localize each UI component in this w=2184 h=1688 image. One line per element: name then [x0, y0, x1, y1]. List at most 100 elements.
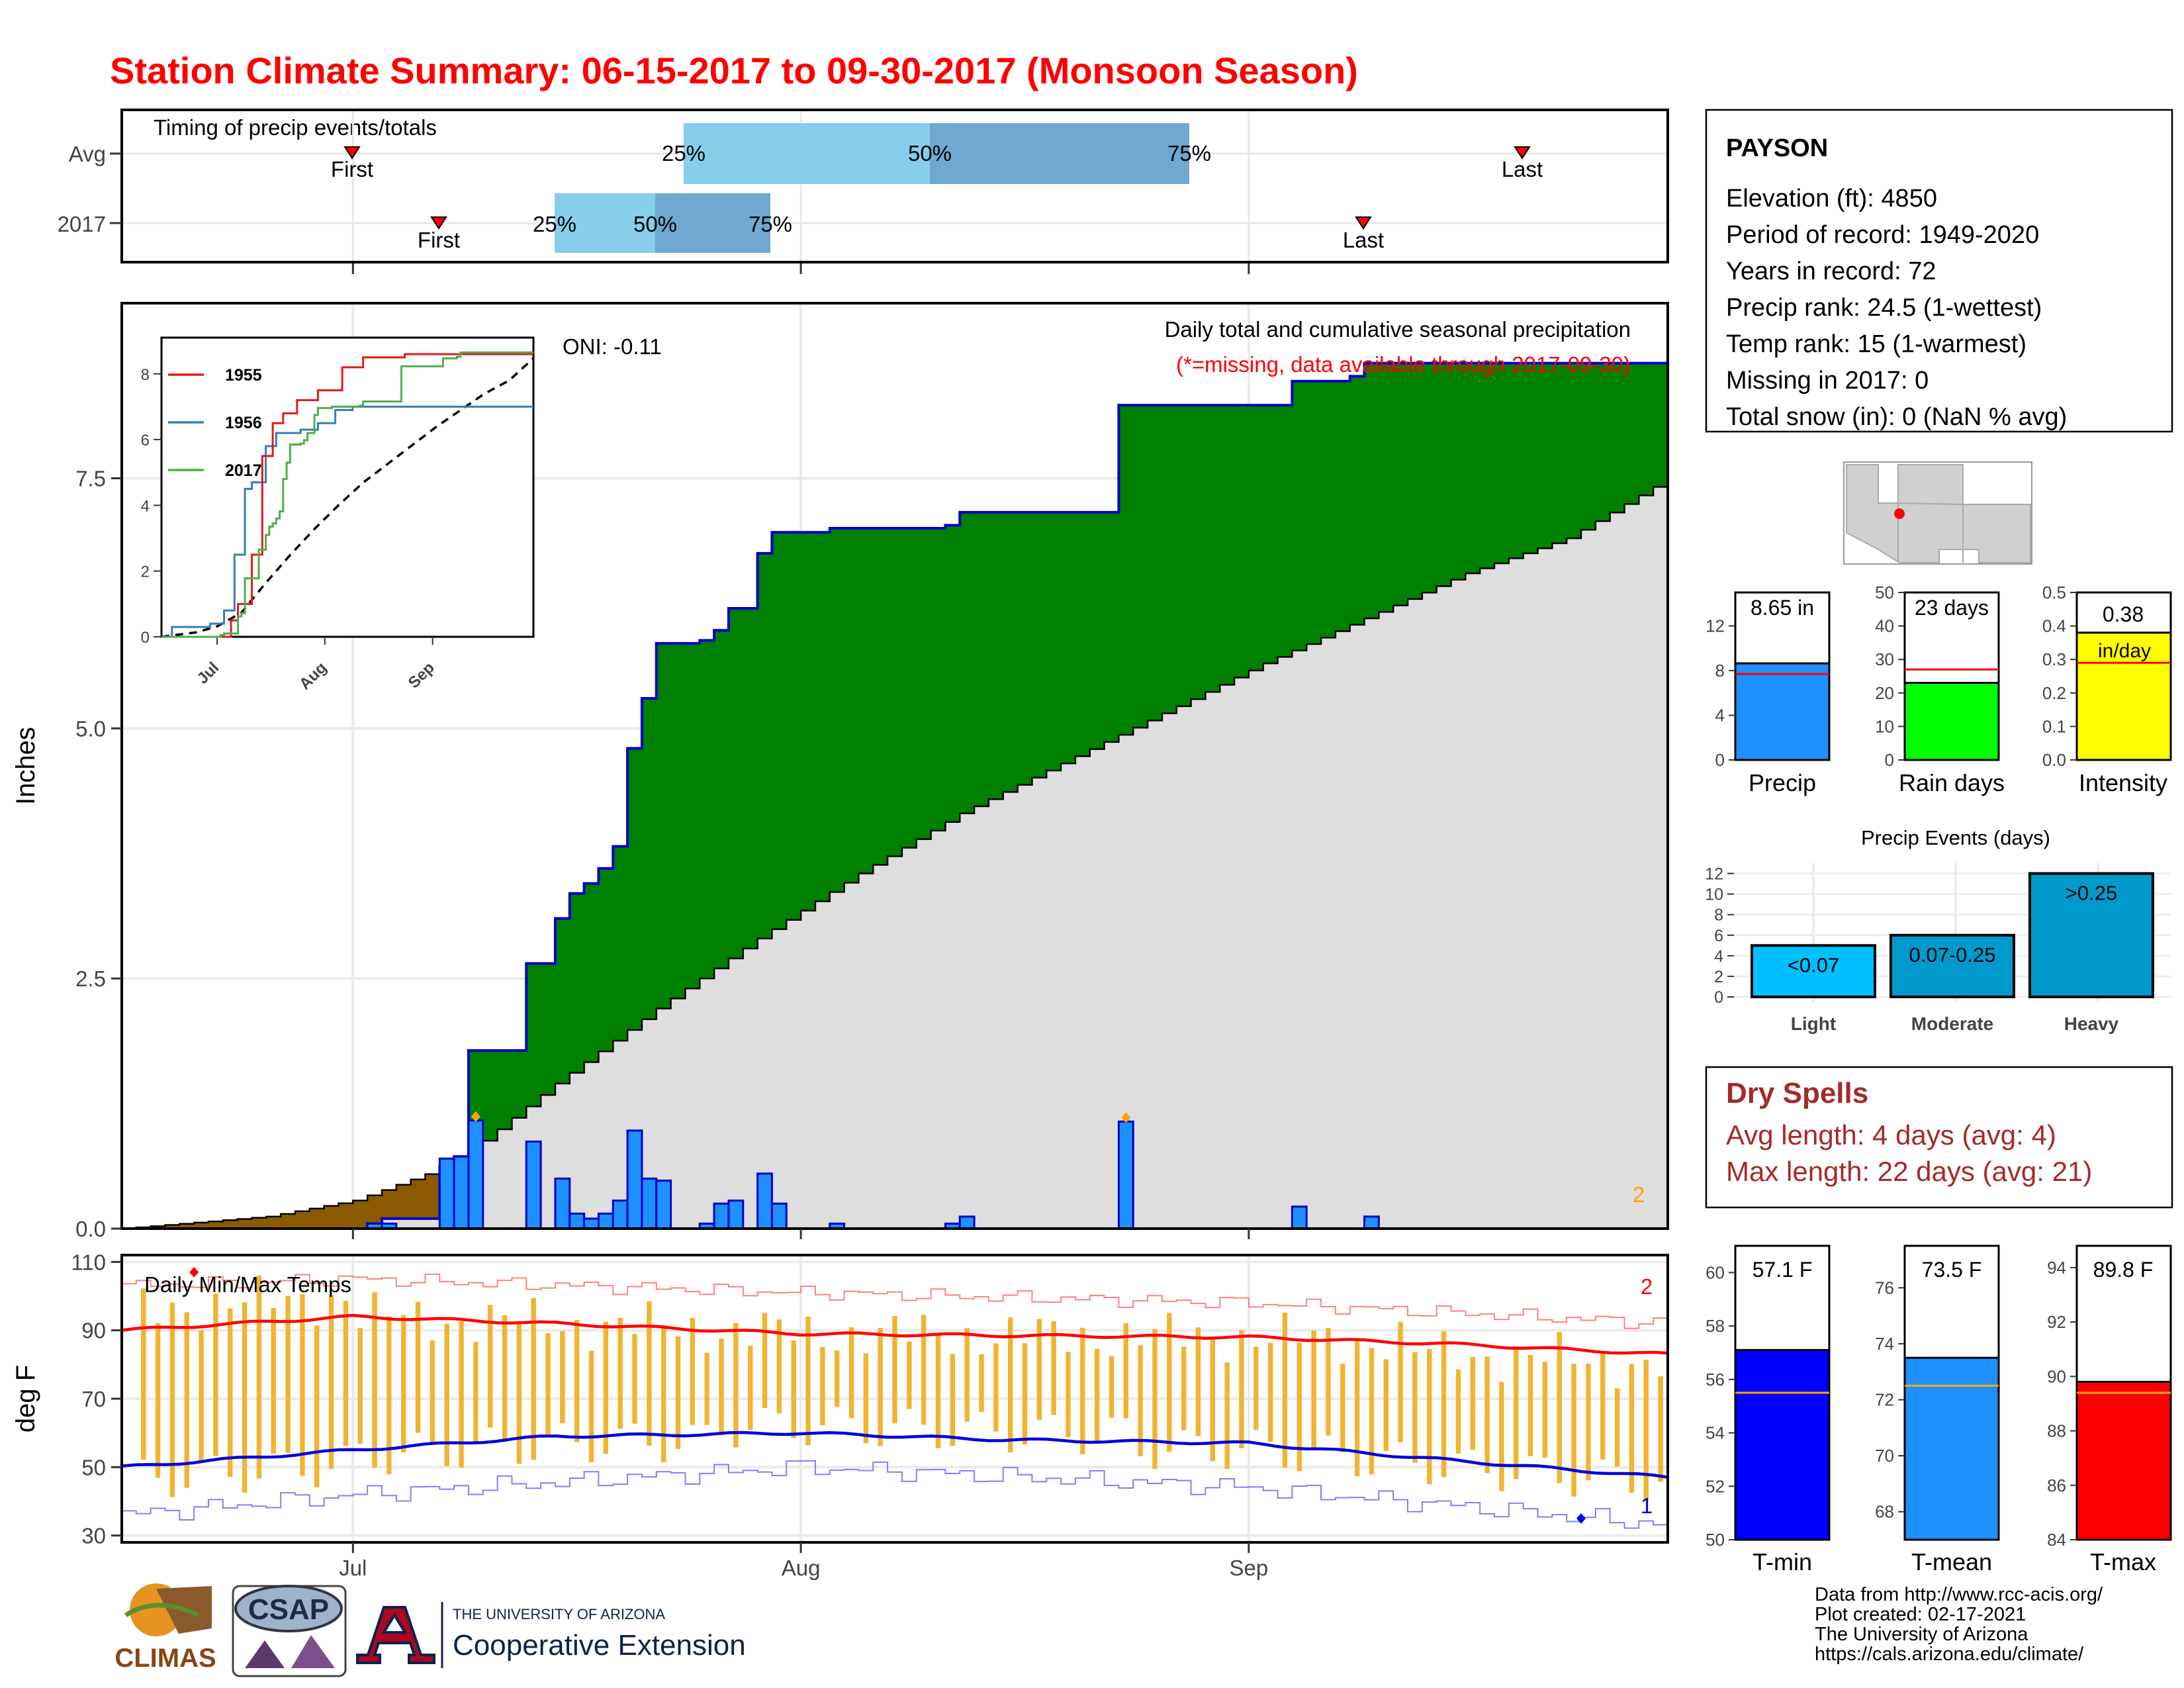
daily-temp-bar: [1412, 1352, 1418, 1463]
daily-temp-bar: [617, 1317, 623, 1429]
daily-precip-bar: [453, 1155, 470, 1230]
timing-2017-p50: 50%: [633, 212, 677, 236]
above-average-fill: [801, 532, 816, 911]
temp-summary-bar: [1734, 1348, 1831, 1541]
summary-bar: [1903, 682, 2000, 761]
events-xtick-label: Light: [1791, 1013, 1836, 1034]
csap-mountain-icon: [245, 1640, 285, 1668]
timing-avg-last-marker: [1514, 146, 1531, 160]
summary-ytick-label: 0.1: [2042, 716, 2066, 736]
events-bar: [1889, 933, 2015, 999]
temp-summary-ytick-label: 76: [1875, 1278, 1894, 1297]
daily-temp-bar: [531, 1297, 536, 1460]
summary-ytick-label: 20: [1875, 683, 1894, 703]
temp-summary-ytick-label: 90: [2047, 1366, 2066, 1386]
daily-temp-bar: [704, 1352, 709, 1425]
summary-bars: 0 4 8 12 0 10 20 30 40 50 0.0 0.1 0.2 0.3 0.4 0.5: [1706, 583, 2172, 770]
daily-precip-bar: [958, 1215, 976, 1230]
daily-temp-bar: [1354, 1339, 1360, 1477]
events-bar: [2028, 872, 2154, 998]
events-bar-label: >0.25: [2066, 882, 2117, 905]
ua-logo: THE UNIVERSITY OF ARIZONA Cooperative Ex…: [356, 1602, 746, 1668]
daily-temp-bar: [964, 1328, 970, 1422]
daily-temp-bar: [950, 1354, 956, 1446]
daily-temp-bar: [473, 1342, 478, 1444]
timing-2017-last-marker: [1355, 216, 1372, 230]
below-average-fill: [309, 1208, 325, 1229]
events-bar-label: 0.07-0.25: [1909, 943, 1996, 966]
daily-precip-bar: [1291, 1205, 1308, 1230]
above-average-fill: [512, 1050, 527, 1118]
footer-university: The University of Arizona: [1815, 1624, 2028, 1645]
above-average-fill: [555, 918, 570, 1084]
daily-temp-bar: [1195, 1327, 1201, 1436]
summary-ytick-label: 0: [1885, 750, 1894, 770]
above-average-fill: [1321, 381, 1336, 638]
daily-precip-bar: [1363, 1215, 1380, 1230]
below-average-fill: [324, 1205, 340, 1229]
daily-temp-bar: [285, 1295, 291, 1453]
daily-temp-bar: [993, 1343, 999, 1432]
daily-temp-bar: [747, 1346, 753, 1430]
daily-temp-bar: [1282, 1313, 1288, 1468]
inset-ytick-label: 0: [141, 629, 150, 647]
above-average-fill: [482, 1050, 498, 1141]
daily-temp-bar: [256, 1275, 262, 1479]
daily-precip-bar: [641, 1177, 658, 1230]
daily-temp-bar: [1527, 1354, 1533, 1456]
ua-small-text: THE UNIVERSITY OF ARIZONA: [453, 1606, 665, 1622]
daily-temp-bar: [487, 1305, 493, 1428]
above-average-fill: [960, 512, 975, 814]
above-average-fill: [641, 698, 657, 1019]
above-average-fill: [1032, 512, 1047, 778]
below-average-fill: [165, 1225, 180, 1229]
daily-precip-bar: [525, 1141, 542, 1230]
events-bar: [1751, 944, 1876, 999]
daily-temp-bar: [675, 1336, 681, 1449]
temp-summary-ytick-label: 84: [2047, 1530, 2066, 1550]
daily-temp-bar: [271, 1307, 276, 1454]
temp-summary-ytick-label: 94: [2047, 1258, 2066, 1278]
daily-temp-bar: [1167, 1313, 1172, 1452]
above-average-fill: [1508, 363, 1524, 559]
daily-temp-bar: [1427, 1348, 1432, 1485]
daily-temp-bar: [1470, 1356, 1475, 1450]
above-average-fill: [887, 528, 903, 857]
daily-temp-bar: [1123, 1323, 1129, 1419]
events-ytick-label: 0: [1714, 988, 1723, 1007]
daily-temp-bar: [444, 1323, 449, 1466]
summary-ytick-label: 0.2: [2042, 683, 2066, 703]
below-average-fill: [237, 1219, 253, 1229]
above-average-fill: [1176, 405, 1192, 706]
daily-temp-bar: [805, 1316, 811, 1446]
summary-ytick-label: 40: [1875, 616, 1894, 636]
station-precip-rank: Precip rank: 24.5 (1-wettest): [1726, 294, 2042, 322]
daily-temp-bar: [1326, 1328, 1331, 1436]
above-average-fill: [656, 643, 672, 1009]
summary-ytick-label: 4: [1715, 706, 1725, 726]
daily-temp-bar: [1542, 1361, 1548, 1458]
daily-temp-bar: [516, 1323, 522, 1464]
daily-precip-bar: [438, 1157, 455, 1230]
temp-summary-ytick-label: 86: [2047, 1476, 2066, 1495]
daily-temp-bar: [1297, 1342, 1302, 1472]
daily-temp-bar: [574, 1319, 580, 1442]
dry-spells-title: Dry Spells: [1726, 1077, 1868, 1109]
daily-precip-bar: [626, 1129, 643, 1230]
daily-temp-bar: [878, 1327, 883, 1446]
inset-avg-line: [161, 357, 535, 638]
inset-ytick-label: 2: [141, 563, 150, 581]
daily-temp-bar: [1571, 1364, 1576, 1497]
summary-ytick-label: 12: [1706, 616, 1725, 636]
above-average-fill: [1595, 363, 1611, 522]
temp-summary-ytick-label: 68: [1875, 1502, 1894, 1522]
daily-temp-bar: [921, 1315, 927, 1425]
daily-temp-bar: [1138, 1345, 1143, 1456]
daily-temp-bar: [1398, 1322, 1403, 1442]
csap-cloud-icon: [234, 1585, 343, 1632]
record-low-marker: [1576, 1513, 1586, 1524]
daily-temp-bar: [690, 1317, 696, 1425]
daily-temp-bar: [314, 1325, 320, 1487]
daily-temp-bar: [733, 1323, 739, 1448]
daily-temp-bar: [228, 1308, 233, 1477]
